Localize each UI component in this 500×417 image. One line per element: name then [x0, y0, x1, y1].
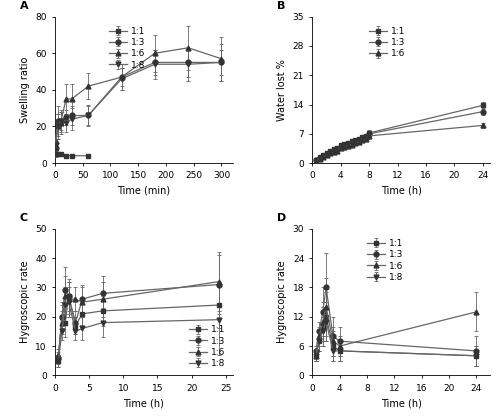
Text: C: C	[20, 213, 28, 223]
X-axis label: Time (h): Time (h)	[381, 186, 422, 196]
Y-axis label: Water lost %: Water lost %	[277, 59, 287, 121]
Text: D: D	[277, 213, 286, 223]
Y-axis label: Hygroscopic rate: Hygroscopic rate	[20, 261, 30, 344]
Legend: 1:1, 1:3, 1:6, 1:8: 1:1, 1:3, 1:6, 1:8	[364, 236, 406, 284]
Legend: 1:1, 1:3, 1:6, 1:8: 1:1, 1:3, 1:6, 1:8	[186, 323, 228, 371]
X-axis label: Time (min): Time (min)	[117, 186, 170, 196]
Legend: 1:1, 1:3, 1:6, 1:8: 1:1, 1:3, 1:6, 1:8	[106, 24, 148, 72]
Y-axis label: Swelling ratio: Swelling ratio	[20, 57, 30, 123]
X-axis label: Time (h): Time (h)	[381, 398, 422, 408]
Legend: 1:1, 1:3, 1:6: 1:1, 1:3, 1:6	[366, 24, 408, 61]
Y-axis label: Hygroscopic rate: Hygroscopic rate	[277, 261, 287, 344]
X-axis label: Time (h): Time (h)	[124, 398, 164, 408]
Text: A: A	[20, 1, 28, 11]
Text: B: B	[277, 1, 285, 11]
